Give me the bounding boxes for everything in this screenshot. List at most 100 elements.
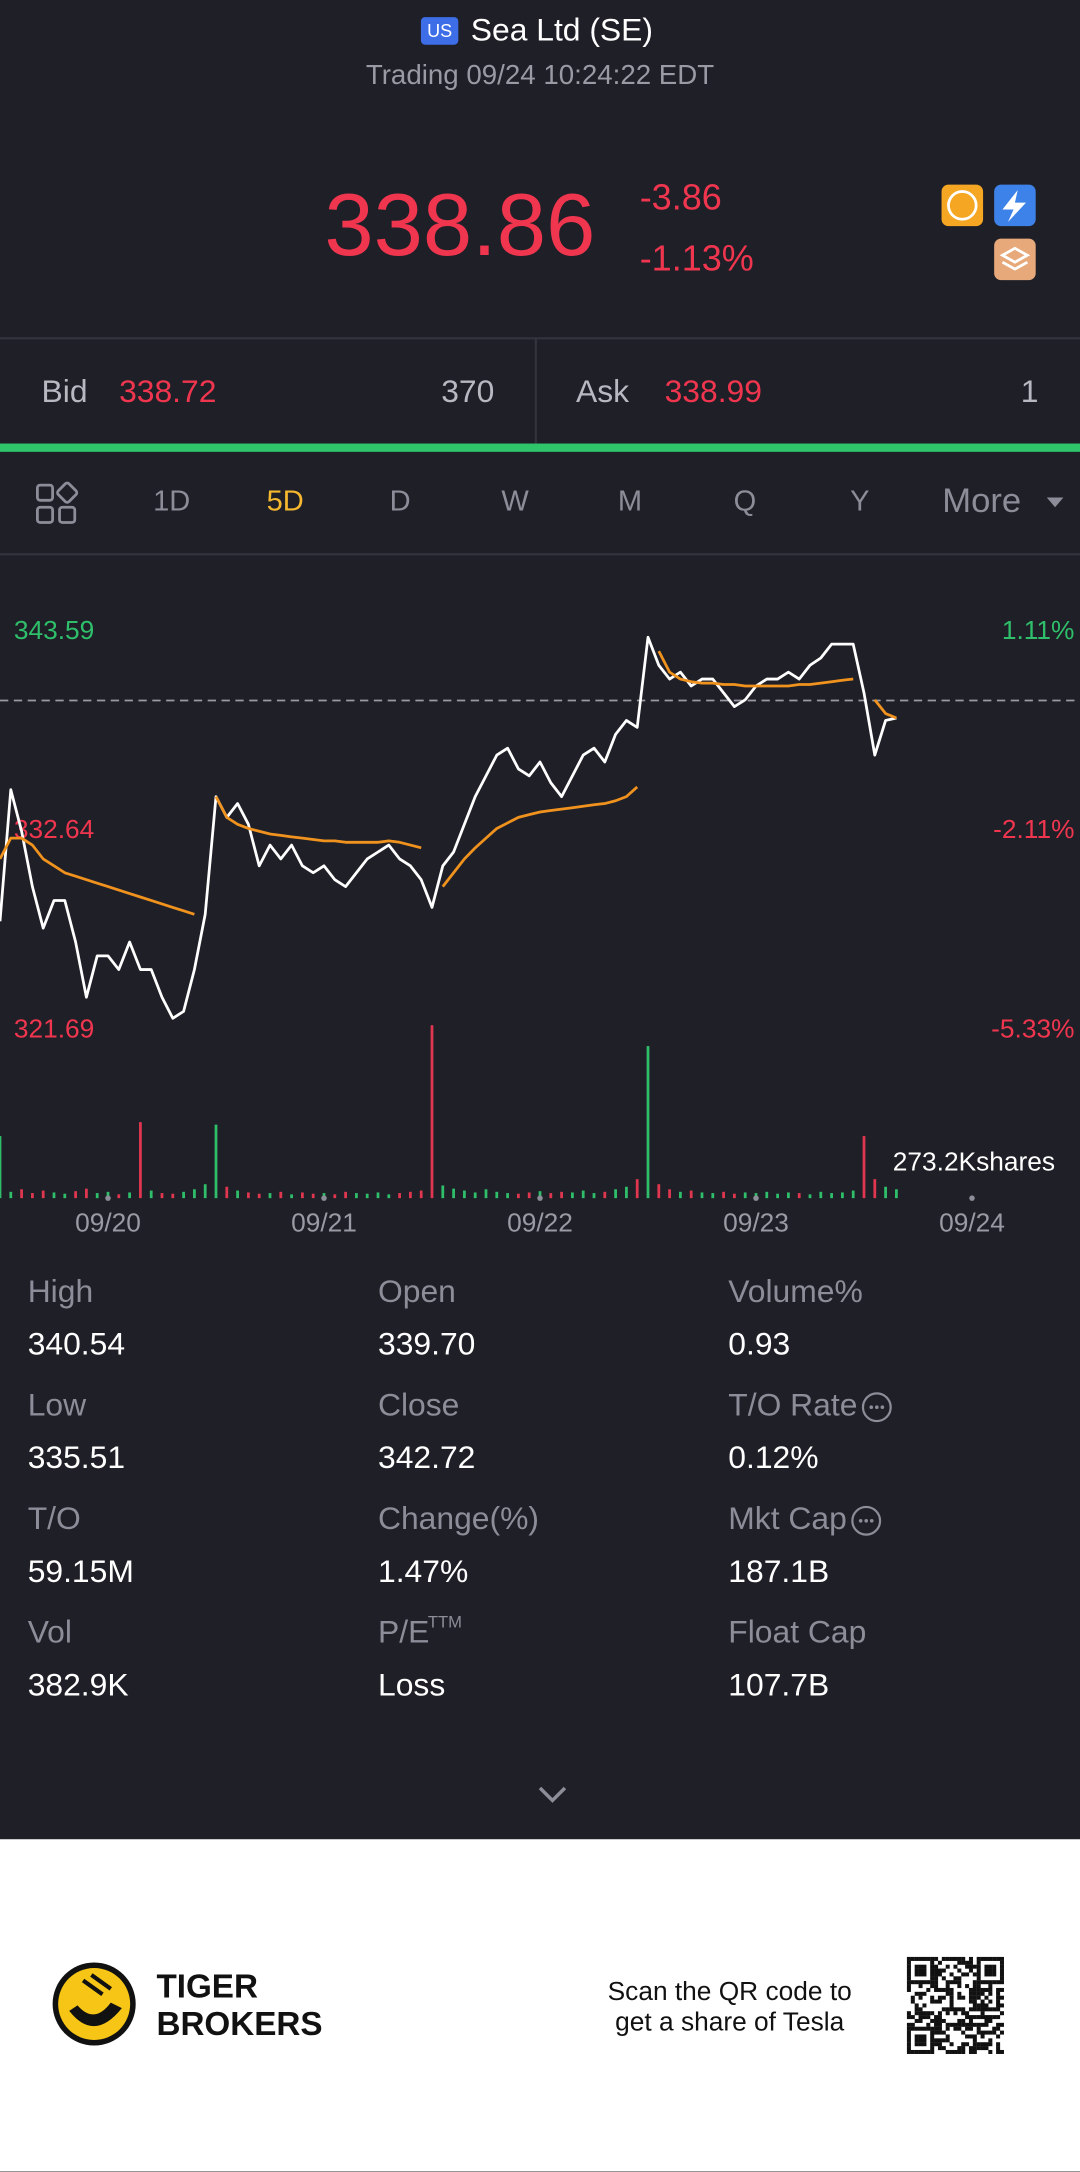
qr-module [968,2049,973,2054]
layout-icon[interactable] [36,481,79,524]
qr-module [957,1984,962,1989]
qr-module [945,2007,950,2012]
qr-module [999,1976,1004,1981]
price-change: -3.86 [640,176,722,217]
volume-bar [106,1191,110,1199]
qr-module [934,1984,939,1989]
stat-label: Change(%) [378,1500,539,1536]
volume-bar [139,1122,142,1199]
qr-module [988,2015,993,2020]
qr-module [996,2015,1001,2020]
qr-module [945,1987,950,1992]
qr-module [965,2015,970,2020]
volume-bar [247,1192,250,1199]
info-icon[interactable] [851,1505,882,1536]
volume-bar [657,1184,661,1199]
stat-value: Loss [378,1666,445,1702]
promo-text: get a share of Tesla [615,2006,844,2036]
stat-value: 0.12% [728,1439,818,1475]
volume-bar [592,1193,596,1199]
volume-bar [63,1193,67,1199]
qr-module [976,1964,981,1969]
y2-tick-label: 1.11% [1002,615,1075,645]
layout-icon-cell [36,505,54,524]
qr-module [930,1995,935,2000]
volume-bar [506,1193,509,1199]
qr-module [961,1956,966,1961]
volume-bar [733,1193,736,1199]
period-tab[interactable]: W [501,486,529,518]
qr-module [957,1976,962,1981]
x-tick-label: 09/24 [939,1207,1005,1237]
qr-module [953,2022,958,2027]
qr-module [972,2034,977,2039]
qr-module [980,2030,985,2035]
expand-chevron[interactable] [538,1786,567,1803]
period-tab[interactable]: 1D [153,486,190,518]
period-tab[interactable]: 5D [267,486,304,518]
qr-module [930,2049,935,2054]
qr-module [968,2022,973,2027]
qr-module [906,1980,911,1985]
qr-module [906,2046,911,2051]
qr-module [999,1995,1004,2000]
qr-module [972,1980,977,1985]
period-tab[interactable]: More [942,482,1021,520]
qr-module [918,1980,923,1985]
ask-label: Ask [576,373,629,409]
qr-module [906,2030,911,2035]
price-change-percent: -1.13% [640,237,754,278]
period-tab[interactable]: Y [850,486,869,518]
market-badge-text: US [427,21,452,41]
qr-module [972,2015,977,2020]
period-tab[interactable]: D [390,486,411,518]
volume-bar [463,1190,466,1199]
qr-module [930,2042,935,2047]
qr-module [980,2034,985,2039]
period-tab[interactable]: M [618,486,642,518]
stats-grid: High 340.54 Open 339.70 Volume% 0.93 Low 335.51… [28,1273,892,1702]
qr-module [930,2026,935,2031]
volume-bar [884,1186,887,1199]
info-icon[interactable] [861,1392,892,1423]
qr-module [934,2022,939,2027]
qr-module [914,2049,919,2054]
qr-module [918,1968,923,1973]
volume-bar [236,1190,239,1199]
volume-bar [376,1192,380,1199]
qr-module [949,1987,954,1992]
qr-module [988,1956,993,1961]
qr-module [918,2049,923,2054]
qr-module [996,2026,1001,2031]
volume-bar [225,1186,229,1199]
qr-module [906,1976,911,1981]
stat-label: Vol [28,1614,72,1650]
volume-bar [538,1191,542,1199]
volume-bar [41,1190,45,1199]
qr-module [972,1995,977,2000]
volume-bar [203,1184,207,1199]
qr-module [941,2007,946,2012]
qr-module [918,1984,923,1989]
stack-icon[interactable] [994,238,1036,281]
x-tick-dot [105,1195,111,1201]
volume-bar [257,1193,261,1199]
qr-module [941,2018,946,2023]
qr-module [984,1968,989,1973]
qr-module [930,2034,935,2039]
qr-module [930,2038,935,2043]
qr-module [972,2007,977,2012]
qr-module [957,2018,962,2023]
qr-module [980,1980,985,1985]
qr-module [968,2026,973,2031]
qr-module [965,1960,970,1965]
qr-module [957,2026,962,2031]
qr-module [961,2049,966,2054]
qr-module [914,2026,919,2031]
more-caret[interactable] [1046,497,1064,508]
qr-module [996,1995,1001,2000]
qr-module [941,2046,946,2051]
x-tick-dot [969,1195,975,1201]
period-tab[interactable]: Q [734,486,757,518]
